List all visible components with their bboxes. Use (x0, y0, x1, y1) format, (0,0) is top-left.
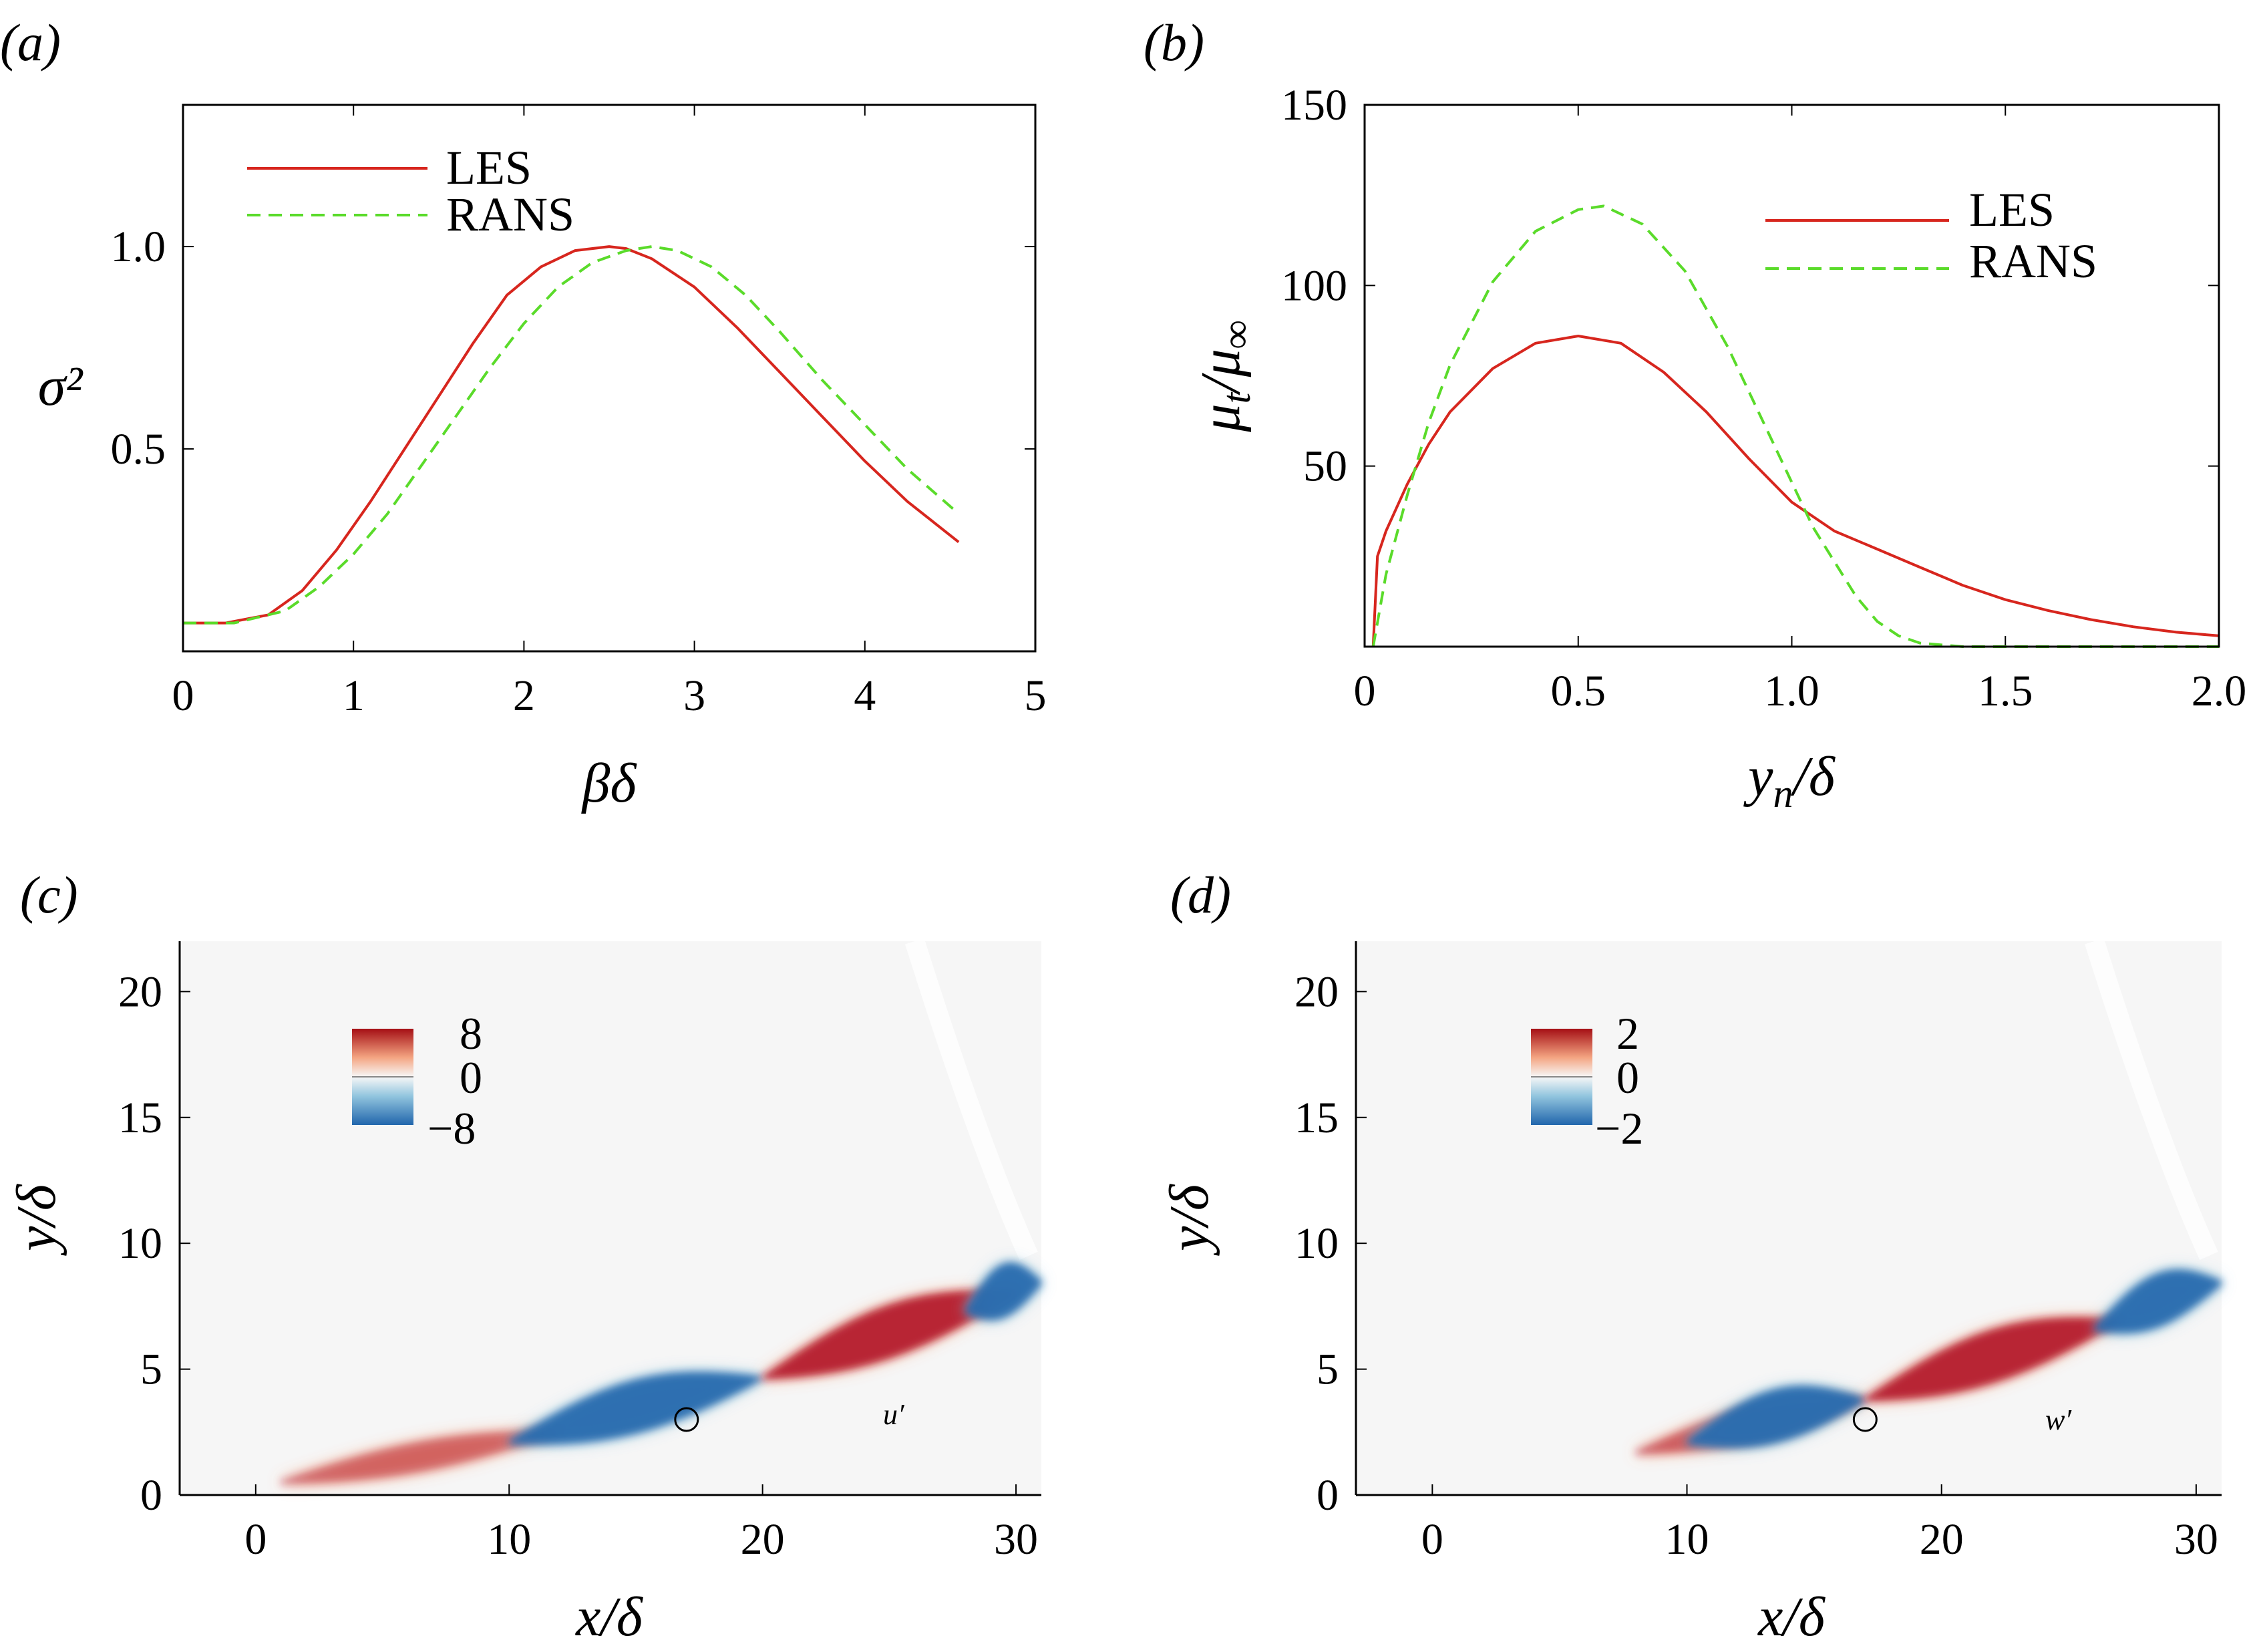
d-probe-marker (1852, 1407, 1878, 1432)
d-xlabel: x/δ (1757, 1586, 1826, 1648)
c-ticks: 0 10 20 30 0 5 10 15 20 (118, 967, 1038, 1564)
2-ytick-label: 15 (118, 1094, 162, 1142)
3-ytick-label: 10 (1294, 1219, 1339, 1268)
b-series-rans (1371, 204, 2219, 648)
c-structure-neg (509, 1371, 763, 1445)
d-structure-neg (2094, 1269, 2222, 1334)
3-ytick-label: 0 (1317, 1471, 1339, 1520)
1-xtick-label: 1.5 (1978, 667, 2033, 715)
3-xtick-label: 30 (2174, 1515, 2218, 1564)
d-structure-neg (1687, 1385, 1866, 1448)
3-ytick-label: 15 (1294, 1094, 1339, 1142)
1-xtick-label: 0 (1354, 667, 1376, 715)
3-ytick-label: 20 (1294, 967, 1339, 1016)
b-ticks: 0 0.5 1.0 1.5 2.0 50 100 150 (1281, 81, 2246, 715)
1-ytick-label: 50 (1303, 442, 1347, 491)
b-legend-rans-label: RANS (1969, 234, 2097, 288)
b-xlabel: yn/δ (1743, 746, 1836, 816)
a-series-les (183, 245, 960, 625)
a-xlabel: βδ (581, 752, 638, 814)
c-probe-marker (674, 1407, 699, 1432)
1-ytick-label: 150 (1281, 81, 1347, 130)
b-legend: LES RANS (1765, 183, 2097, 288)
a-legend-les-label: LES (446, 141, 532, 194)
0-xtick-label: 3 (683, 671, 705, 720)
a-series (183, 245, 960, 625)
a-plot-frame (182, 104, 1037, 653)
b-xlabel-sub: n (1773, 772, 1793, 816)
c-field (281, 938, 1041, 1484)
0-ytick-label: 1.0 (111, 222, 166, 271)
c-colorbar: 8 0 −8 (352, 1008, 482, 1154)
2-xtick-label: 0 (244, 1515, 267, 1564)
b-legend-les-label: LES (1969, 183, 2055, 236)
0-xtick-label: 2 (513, 671, 535, 720)
c-structure-pos (762, 1290, 1017, 1380)
d-colorbar-max: 2 (1616, 1008, 1639, 1059)
c-colorbar-max: 8 (460, 1008, 482, 1059)
svg-text:μt/μ∞: μt/μ∞ (1190, 320, 1258, 432)
c-ylabel: y/δ (5, 1183, 67, 1257)
c-colorbar-min: −8 (427, 1103, 476, 1154)
2-ytick-label: 0 (140, 1471, 162, 1520)
1-xtick-label: 2.0 (2192, 667, 2247, 715)
2-xtick-label: 20 (741, 1515, 785, 1564)
a-series-rans (183, 245, 960, 625)
c-xlabel: x/δ (574, 1586, 644, 1648)
panel-label-d: (d) (1170, 866, 1231, 924)
2-xtick-label: 30 (994, 1515, 1038, 1564)
a-ylabel: σ² (38, 355, 83, 418)
c-colorbar-zero: 0 (460, 1052, 482, 1103)
panel-label-a: (a) (0, 13, 61, 71)
c-field-label: u′ (883, 1398, 905, 1431)
panel-c: (c) 0 10 20 30 0 5 10 15 20 8 0 −8 u′ x/δ y/δ (5, 866, 1041, 1648)
a-legend: LES RANS (247, 141, 574, 241)
panel-a: (a) 0 1 2 3 4 5 0.5 1.0 LES RANS βδ σ² (0, 13, 1047, 814)
d-colorbar-zero: 0 (1616, 1052, 1639, 1103)
panel-label-b: (b) (1144, 13, 1204, 71)
d-shock-band (2085, 938, 2218, 1261)
2-ytick-label: 10 (118, 1219, 162, 1268)
b-plot-frame (1363, 104, 2220, 648)
d-field (1636, 938, 2222, 1455)
d-structure-pos (1865, 1317, 2120, 1402)
d-field-label: w′ (2045, 1403, 2072, 1436)
3-xtick-label: 20 (1920, 1515, 1964, 1564)
3-xtick-label: 0 (1421, 1515, 1443, 1564)
1-xtick-label: 1.0 (1764, 667, 1819, 715)
2-ytick-label: 20 (118, 967, 162, 1016)
panel-label-c: (c) (20, 866, 78, 924)
c-shock-band (904, 938, 1038, 1261)
0-ytick-label: 0.5 (111, 425, 166, 474)
d-ylabel: y/δ (1158, 1183, 1220, 1257)
c-structure-pos (281, 1429, 560, 1484)
a-ticks: 0 1 2 3 4 5 0.5 1.0 (111, 105, 1047, 720)
d-colorbar: 2 0 −2 (1531, 1008, 1643, 1154)
c-structure-neg (965, 1262, 1041, 1321)
d-colorbar-min: −2 (1595, 1103, 1643, 1154)
0-xtick-label: 4 (854, 671, 876, 720)
0-xtick-label: 1 (343, 671, 365, 720)
2-xtick-label: 10 (487, 1515, 531, 1564)
1-xtick-label: 0.5 (1551, 667, 1606, 715)
0-xtick-label: 5 (1025, 671, 1047, 720)
a-legend-rans-label: RANS (446, 188, 574, 241)
2-ytick-label: 5 (140, 1345, 162, 1394)
1-ytick-label: 100 (1281, 261, 1347, 310)
0-xtick-label: 0 (172, 671, 194, 720)
b-series (1371, 204, 2220, 648)
b-ylabel: μt/μ∞ (1190, 320, 1258, 432)
3-xtick-label: 10 (1665, 1515, 1709, 1564)
b-series-les (1371, 335, 2220, 647)
3-ytick-label: 5 (1317, 1345, 1339, 1394)
